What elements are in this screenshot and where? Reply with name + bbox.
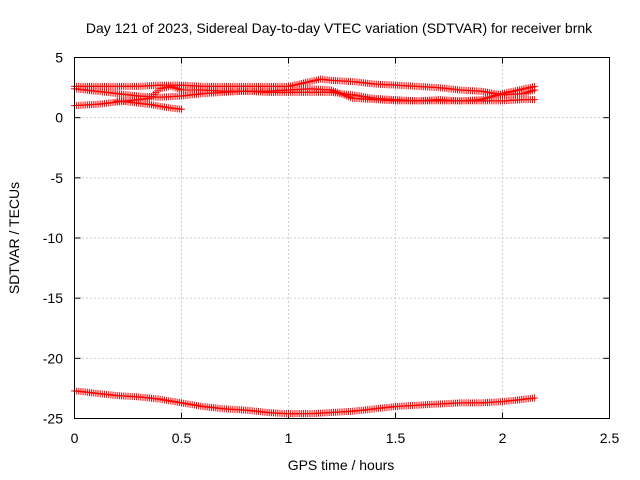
- x-axis-label: GPS time / hours: [288, 457, 395, 473]
- series-track-e: [71, 387, 539, 418]
- x-tick-label: 0.5: [172, 430, 192, 446]
- y-axis-label: SDTVAR / TECUs: [6, 182, 22, 294]
- x-tick-label: 1: [285, 430, 293, 446]
- data-point: [531, 394, 539, 402]
- y-tick-label: -5: [51, 170, 64, 186]
- series-track-c: [71, 82, 539, 110]
- y-tick-label: 5: [55, 50, 63, 66]
- data-point: [531, 82, 539, 90]
- data-point: [531, 96, 539, 104]
- x-tick-label: 1.5: [386, 430, 406, 446]
- y-tick-label: -10: [43, 230, 63, 246]
- series-track-d: [113, 97, 185, 113]
- data-point: [178, 105, 185, 113]
- x-tick-label: 2.5: [600, 430, 620, 446]
- y-tick-labels: 5 0 -5 -10 -15 -20 -25: [43, 50, 63, 427]
- data-points: [71, 75, 539, 418]
- y-tick-label: 0: [55, 110, 63, 126]
- grid: [74, 57, 610, 419]
- x-tick-label: 2: [499, 430, 507, 446]
- x-tick-labels: 0 0.5 1 1.5 2 2.5: [71, 430, 620, 446]
- x-tick-label: 0: [71, 430, 79, 446]
- y-tick-label: -15: [43, 290, 63, 306]
- chart-title: Day 121 of 2023, Sidereal Day-to-day VTE…: [86, 20, 593, 36]
- y-tick-label: -20: [43, 350, 63, 366]
- y-tick-label: -25: [43, 411, 63, 427]
- plot-frame: [74, 57, 610, 419]
